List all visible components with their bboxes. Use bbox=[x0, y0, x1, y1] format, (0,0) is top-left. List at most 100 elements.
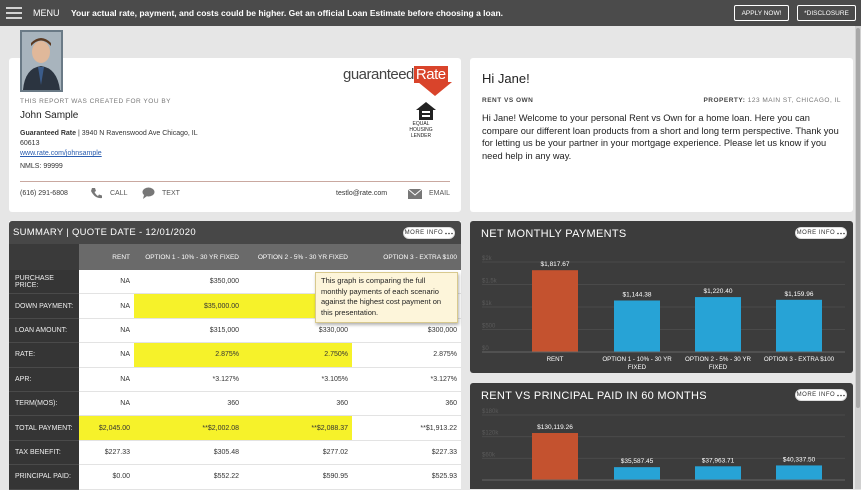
email-label[interactable]: EMAIL bbox=[429, 190, 451, 197]
table-cell bbox=[243, 270, 352, 295]
dots bbox=[837, 232, 846, 234]
y-tick-label: $1.5k bbox=[482, 279, 498, 285]
value-label: $37,963.71 bbox=[702, 457, 735, 464]
menu-icon[interactable] bbox=[6, 6, 22, 20]
bar bbox=[695, 297, 741, 352]
bar bbox=[532, 433, 578, 480]
table-cell: $227.33 bbox=[352, 441, 461, 466]
property-value: 123 MAIN ST, CHICAGO, IL bbox=[747, 97, 841, 104]
website-link[interactable]: www.rate.com/johnsample bbox=[20, 150, 102, 157]
y-tick-label: $1k bbox=[482, 301, 493, 307]
y-tick-label: $180k bbox=[482, 409, 499, 415]
summary-title: SUMMARY | QUOTE DATE - 12/01/2020 bbox=[13, 227, 196, 238]
table-cell: *3.105% bbox=[243, 368, 352, 392]
column-header: OPTION 1 - 10% - 30 YR FIXED bbox=[145, 253, 239, 261]
more-info-button[interactable]: MORE INFO bbox=[795, 227, 847, 239]
value-label: $1,159.96 bbox=[785, 291, 814, 298]
email-icon[interactable] bbox=[408, 189, 422, 199]
value-label: $1,144.38 bbox=[623, 292, 652, 299]
table-cell: NA bbox=[79, 343, 134, 368]
logo: guaranteed Rate bbox=[343, 66, 448, 83]
phone: (616) 291-6808 bbox=[20, 190, 68, 197]
table-cell: NA bbox=[79, 392, 134, 417]
category-label: OPTION 3 - EXTRA $100 bbox=[763, 356, 835, 363]
column-header: OPTION 3 - EXTRA $100 bbox=[383, 253, 457, 261]
table-cell: **$2,088.37 bbox=[243, 416, 352, 441]
row-label: RATE: bbox=[9, 343, 79, 368]
table-cell: $277.02 bbox=[243, 441, 352, 466]
value-label: $35,587.45 bbox=[621, 458, 654, 465]
table-corner bbox=[9, 244, 79, 270]
agent-address: Guaranteed Rate | 3940 N Ravenswood Ave … bbox=[20, 129, 200, 149]
table-cell: 2.875% bbox=[134, 343, 243, 368]
tooltip: This graph is comparing the full monthly… bbox=[315, 272, 458, 323]
scrollbar bbox=[855, 26, 861, 489]
text-label[interactable]: TEXT bbox=[162, 190, 180, 197]
text-icon[interactable] bbox=[142, 187, 155, 199]
table-cell: $330,000 bbox=[243, 319, 352, 344]
more-info-button[interactable]: MORE INFO bbox=[403, 227, 455, 239]
table-cell: NA bbox=[79, 294, 134, 319]
value-label: $40,337.50 bbox=[783, 456, 816, 463]
logo-main: guaranteed bbox=[343, 66, 414, 83]
table-cell: $300,000 bbox=[352, 319, 461, 344]
call-icon[interactable] bbox=[90, 187, 102, 199]
y-tick-label: $120k bbox=[482, 431, 499, 437]
table-header bbox=[9, 244, 461, 270]
scroll-thumb[interactable] bbox=[856, 28, 860, 408]
more-info-button[interactable]: MORE INFO bbox=[795, 389, 847, 401]
more-info-label: MORE INFO bbox=[404, 230, 444, 236]
bar bbox=[776, 465, 822, 480]
table-cell: **$1,913.22 bbox=[352, 416, 461, 441]
bar bbox=[695, 466, 741, 480]
bar bbox=[614, 300, 660, 352]
column-header: RENT bbox=[112, 253, 130, 261]
bar bbox=[532, 270, 578, 352]
table-cell: 2.875% bbox=[352, 343, 461, 368]
value-label: $1,220.40 bbox=[704, 288, 733, 295]
table-cell: $0.00 bbox=[79, 465, 134, 490]
menu-label[interactable]: MENU bbox=[33, 8, 60, 18]
email: testlo@rate.com bbox=[336, 190, 388, 197]
table-cell: **$2,002.08 bbox=[134, 416, 243, 441]
address: 3940 N Ravenswood Ave Chicago, IL 60613 bbox=[20, 130, 198, 147]
table-cell: $525.93 bbox=[352, 465, 461, 490]
table-cell: *3.127% bbox=[134, 368, 243, 392]
y-tick-label: $0 bbox=[482, 346, 489, 352]
row-label: TOTAL PAYMENT: bbox=[9, 416, 79, 441]
row-label: TAX BENEFIT: bbox=[9, 440, 79, 466]
column-header: OPTION 2 - 5% - 30 YR FIXED bbox=[257, 253, 348, 261]
company: Guaranteed Rate bbox=[20, 130, 77, 137]
table-cell: $590.95 bbox=[243, 465, 352, 490]
separator: | bbox=[77, 130, 80, 137]
agent-photo bbox=[20, 30, 63, 92]
logo-accent: Rate bbox=[413, 66, 448, 83]
agent-card bbox=[9, 58, 461, 212]
call-label[interactable]: CALL bbox=[110, 190, 128, 197]
category-label: RENT bbox=[546, 356, 564, 363]
banner: Your actual rate, payment, and costs cou… bbox=[71, 8, 504, 18]
ehl-icon bbox=[416, 102, 436, 120]
y-tick-label: $500 bbox=[482, 324, 496, 330]
apply-button[interactable]: APPLY NOW! bbox=[734, 5, 789, 21]
category-label: OPTION 2 - 5% - 30 YR FIXED bbox=[685, 356, 751, 371]
bar bbox=[614, 467, 660, 480]
property-label: PROPERTY: bbox=[703, 97, 746, 104]
more-info-label: MORE INFO bbox=[796, 230, 836, 236]
disclosure-button[interactable]: *DISCLOSURE bbox=[797, 5, 856, 21]
chart-title: NET MONTHLY PAYMENTS bbox=[481, 228, 627, 240]
category-label: OPTION 1 - 10% - 30 YR FIXED bbox=[602, 356, 672, 371]
table-cell: 360 bbox=[134, 392, 243, 417]
section-label: RENT VS OWN bbox=[482, 97, 534, 104]
row-label: PRINCIPAL PAID: bbox=[9, 465, 79, 490]
chart-title: RENT VS PRINCIPAL PAID IN 60 MONTHS bbox=[481, 390, 707, 402]
value-label: $130,119.26 bbox=[537, 424, 573, 431]
property: PROPERTY: 123 MAIN ST, CHICAGO, IL bbox=[703, 97, 841, 104]
table-cell: $35,000.00 bbox=[134, 294, 243, 319]
nmls: NMLS: 99999 bbox=[20, 163, 63, 170]
table-cell: $2,045.00 bbox=[79, 416, 134, 441]
more-info-label: MORE INFO bbox=[796, 392, 836, 398]
row-label: APR: bbox=[9, 367, 79, 392]
